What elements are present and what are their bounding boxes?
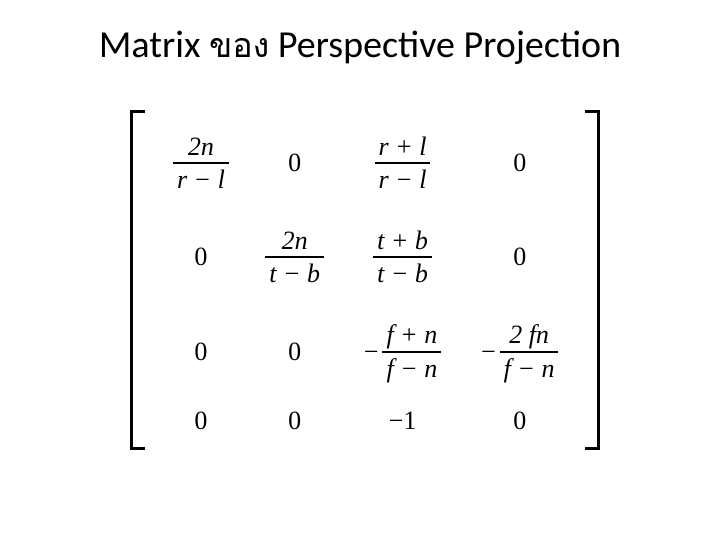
- cell-1-2-den: t − b: [373, 260, 432, 287]
- title-part2: Perspective Projection: [269, 22, 621, 68]
- cell-1-0: 0: [194, 242, 207, 272]
- cell-2-2-num: f + n: [382, 321, 441, 348]
- cell-2-3: − 2 fn f − n: [481, 321, 558, 382]
- cell-0-3: 0: [513, 148, 526, 178]
- cell-2-3-den: f − n: [500, 355, 559, 382]
- title-part1: Matrix: [99, 22, 209, 68]
- cell-1-3: 0: [513, 242, 526, 272]
- cell-2-2: − f + n f − n: [364, 321, 441, 382]
- cell-0-2: r + l r − l: [375, 133, 431, 194]
- slide-title: Matrix ของ Perspective Projection: [0, 18, 720, 72]
- cell-2-0: 0: [194, 337, 207, 367]
- cell-2-3-num: 2 fn: [505, 321, 553, 348]
- cell-3-1: 0: [288, 406, 301, 436]
- cell-0-0-den: r − l: [173, 166, 229, 193]
- cell-0-2-num: r + l: [375, 133, 431, 160]
- cell-3-3: 0: [513, 406, 526, 436]
- cell-0-0-num: 2n: [184, 133, 218, 160]
- cell-0-1: 0: [288, 148, 301, 178]
- cell-1-1-den: t − b: [265, 260, 324, 287]
- cell-2-2-den: f − n: [382, 355, 441, 382]
- cell-1-2: t + b t − b: [373, 227, 432, 288]
- cell-1-1-num: 2n: [278, 227, 312, 254]
- matrix-grid: 2n r − l 0 r + l r − l 0 0 2n: [144, 110, 586, 450]
- cell-1-2-num: t + b: [373, 227, 432, 254]
- slide: Matrix ของ Perspective Projection 2n r −…: [0, 0, 720, 540]
- cell-0-0: 2n r − l: [173, 133, 229, 194]
- cell-3-0: 0: [194, 406, 207, 436]
- cell-3-2: −1: [389, 406, 417, 436]
- perspective-matrix: 2n r − l 0 r + l r − l 0 0 2n: [130, 110, 600, 450]
- right-bracket-icon: [586, 110, 600, 450]
- cell-1-1: 2n t − b: [265, 227, 324, 288]
- cell-0-2-den: r − l: [375, 166, 431, 193]
- title-thai: ของ: [209, 27, 269, 65]
- cell-2-1: 0: [288, 337, 301, 367]
- left-bracket-icon: [130, 110, 144, 450]
